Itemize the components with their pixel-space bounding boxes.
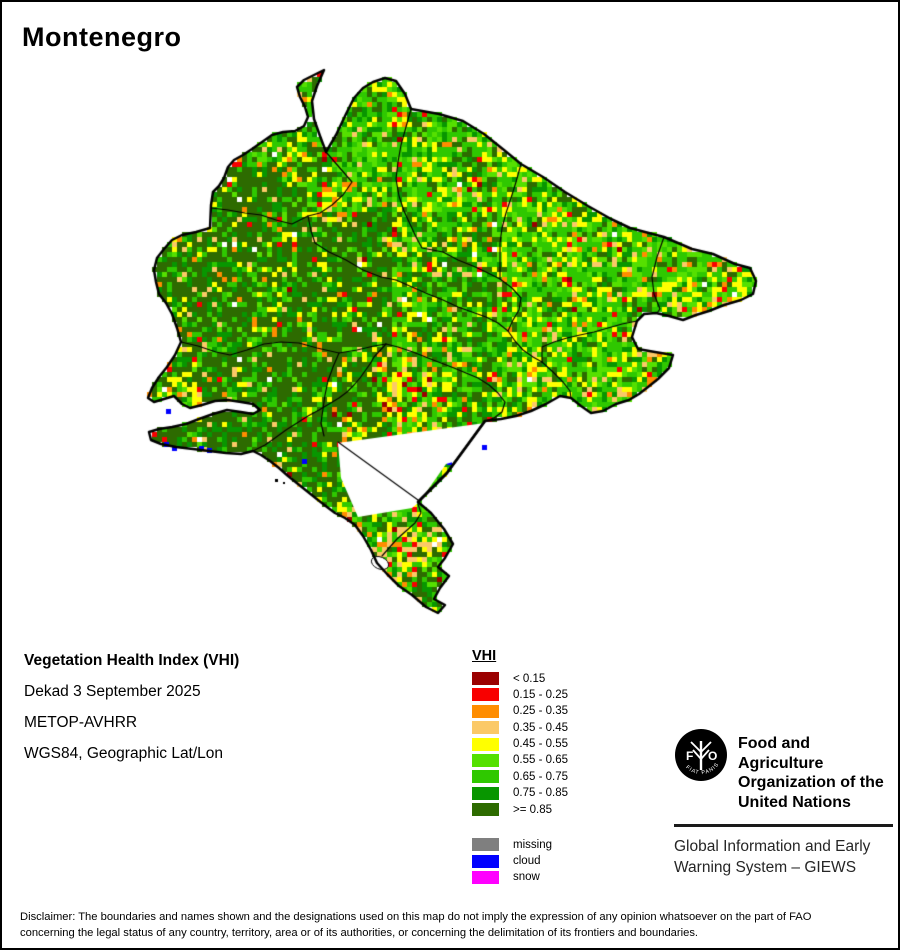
legend-swatch <box>472 838 499 852</box>
fao-org-name-line: Food and Agriculture <box>738 735 824 772</box>
legend-swatch <box>472 786 499 800</box>
legend-label: 0.75 - 0.85 <box>513 787 568 800</box>
svg-text:F: F <box>686 749 693 763</box>
legend-swatch <box>472 854 499 868</box>
legend-swatch <box>472 672 499 685</box>
legend-label: 0.15 - 0.25 <box>513 688 568 701</box>
giews-label-line: Global Information and Early <box>674 838 871 855</box>
map-info-block: Vegetation Health Index (VHI) Dekad 3 Se… <box>24 652 239 776</box>
map-info-line: METOP-AVHRR <box>24 714 138 731</box>
giews-label: Global Information and Early Warning Syst… <box>674 836 896 878</box>
legend-row: < 0.15 <box>472 672 568 685</box>
map-info-heading: Vegetation Health Index (VHI) <box>24 652 240 669</box>
legend-classes: < 0.15 0.15 - 0.25 0.25 - 0.35 0.35 - 0.45 0… <box>472 672 568 817</box>
fao-logo-icon: F O FIAT PANIS <box>675 729 727 781</box>
map-info-lines: Dekad 3 September 2025 METOP-AVHRR WGS84, … <box>24 683 239 763</box>
legend-title: VHI <box>472 648 497 664</box>
disclaimer-line: Disclaimer: The boundaries and names sho… <box>20 911 812 923</box>
fao-org-name-line: Organization of the <box>738 774 884 791</box>
legend-swatch <box>472 803 499 817</box>
legend-label: 0.25 - 0.35 <box>513 705 568 718</box>
legend-row: 0.55 - 0.65 <box>472 753 568 767</box>
legend-label: 0.45 - 0.55 <box>513 738 568 751</box>
legend-label: 0.55 - 0.65 <box>513 754 568 767</box>
legend-swatch <box>472 721 499 735</box>
fao-org-name: Food and Agriculture Organization of the U… <box>738 728 896 812</box>
legend-row: 0.35 - 0.45 <box>472 721 568 735</box>
legend-row: snow <box>472 870 568 884</box>
legend-swatch <box>472 737 499 751</box>
map-info-line: Dekad 3 September 2025 <box>24 683 201 700</box>
legend-label: >= 0.85 <box>513 803 553 816</box>
legend-label: snow <box>513 871 540 884</box>
giews-label-line: Warning System – GIEWS <box>674 859 857 876</box>
fao-divider <box>674 824 893 827</box>
map-info-line: WGS84, Geographic Lat/Lon <box>24 745 224 762</box>
svg-text:O: O <box>708 749 717 763</box>
legend-swatch <box>472 688 499 702</box>
disclaimer-line: concerning the legal status of any count… <box>20 926 699 939</box>
legend-swatch <box>472 870 499 884</box>
legend-special-classes: missing cloud snow <box>472 838 568 884</box>
fao-branding-block: F O FIAT PANIS Food and Agriculture Organ… <box>674 728 896 878</box>
legend-row: >= 0.85 <box>472 803 568 817</box>
legend-label: cloud <box>513 855 541 868</box>
legend-label: 0.35 - 0.45 <box>513 721 568 734</box>
legend-row: 0.45 - 0.55 <box>472 737 568 751</box>
legend-row: 0.15 - 0.25 <box>472 688 568 702</box>
legend-row: 0.65 - 0.75 <box>472 770 568 784</box>
disclaimer-text: Disclaimer: The boundaries and names sho… <box>20 910 896 941</box>
legend-row: 0.75 - 0.85 <box>472 786 568 800</box>
legend-label: missing <box>513 838 552 851</box>
vhi-legend: VHI < 0.15 0.15 - 0.25 0.25 - 0.35 0.35 - 0… <box>472 648 568 887</box>
fao-org-name-line: United Nations <box>738 793 851 811</box>
legend-label: 0.65 - 0.75 <box>513 770 568 783</box>
legend-swatch <box>472 704 499 718</box>
legend-label: < 0.15 <box>513 672 546 685</box>
legend-row: missing <box>472 838 568 852</box>
legend-swatch <box>472 753 499 767</box>
page-title: Montenegro <box>22 22 182 52</box>
legend-row: 0.25 - 0.35 <box>472 704 568 718</box>
legend-row: cloud <box>472 854 568 868</box>
legend-swatch <box>472 770 499 784</box>
